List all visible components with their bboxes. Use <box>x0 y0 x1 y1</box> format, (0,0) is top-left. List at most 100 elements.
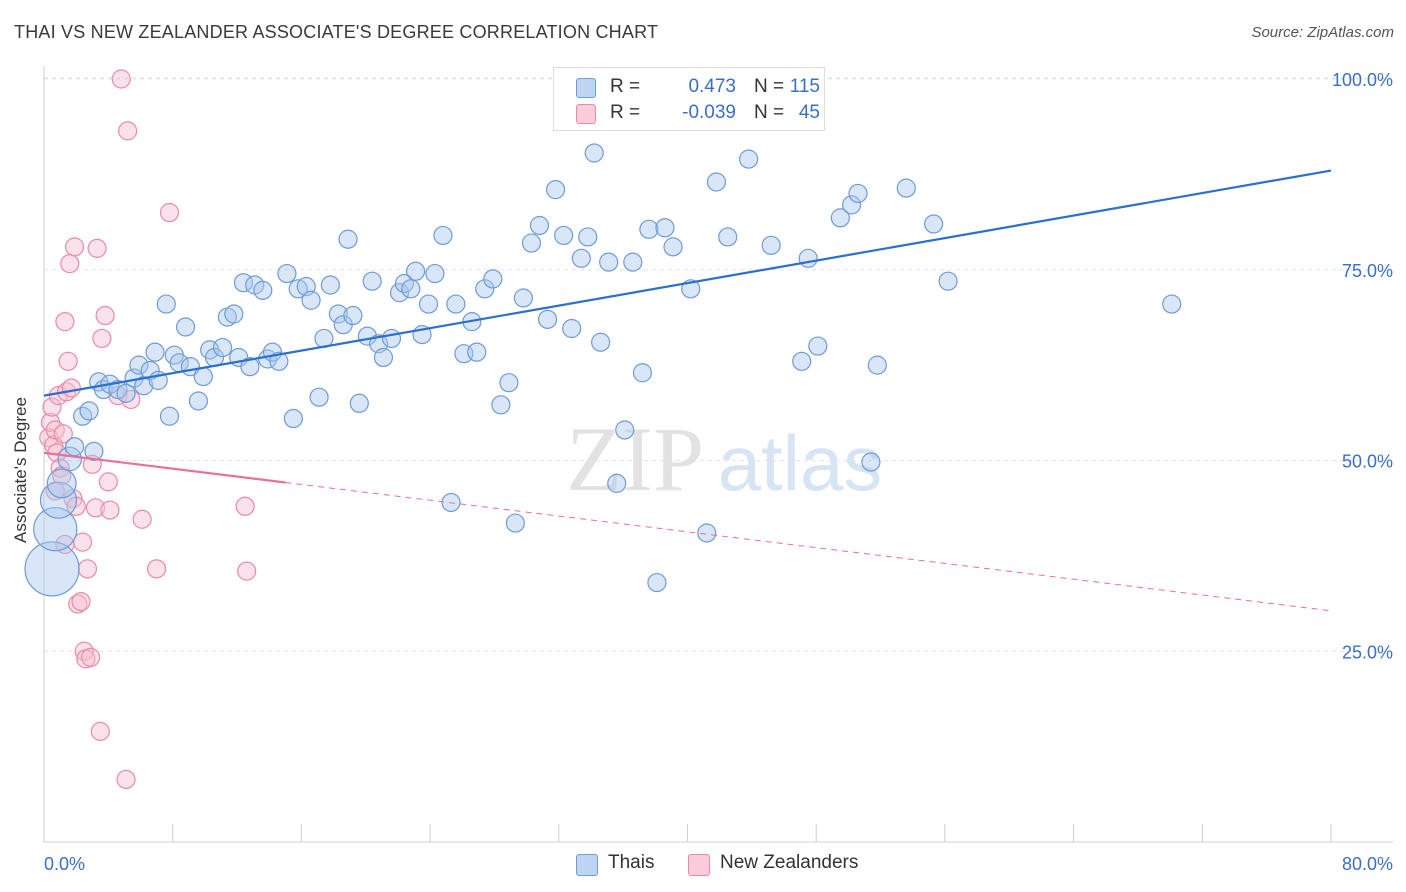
n-value: 115 <box>789 76 820 97</box>
thai-point <box>175 317 196 337</box>
thais-points <box>24 143 1182 597</box>
thai-point <box>798 248 818 268</box>
nz-point <box>53 424 73 444</box>
nz-point <box>92 328 112 349</box>
n-label: N = <box>754 76 785 97</box>
nz-point <box>118 121 138 141</box>
thai-point <box>896 178 916 198</box>
thai-point <box>224 304 244 324</box>
thai-point <box>639 219 659 239</box>
legend-swatch-blue <box>576 78 596 98</box>
legend-label: Thais <box>608 852 655 873</box>
nz-point <box>90 721 110 741</box>
thai-point <box>381 328 402 349</box>
thai-point <box>433 225 453 246</box>
r-label: R = <box>610 102 641 123</box>
nz-point <box>111 69 131 89</box>
thai-point <box>406 261 426 281</box>
thai-point <box>349 393 369 413</box>
thai-point <box>623 252 643 272</box>
thai-point <box>867 355 887 375</box>
thai-point <box>84 441 104 461</box>
thai-point <box>841 195 862 215</box>
thai-point <box>362 271 382 291</box>
thai-point <box>830 208 850 228</box>
x-tick-label-max: 80.0% <box>1342 854 1393 874</box>
thai-point <box>545 180 566 200</box>
thai-point <box>24 541 80 597</box>
thai-point <box>145 342 165 362</box>
thai-point <box>212 337 233 358</box>
new-zealanders-points <box>39 69 257 790</box>
nz-point <box>68 594 88 614</box>
thai-point <box>389 283 410 303</box>
nz-trend-line-solid <box>43 451 286 484</box>
thai-point <box>706 172 727 192</box>
thai-point <box>578 227 598 247</box>
thai-point <box>188 391 209 411</box>
thai-point <box>861 452 881 472</box>
thai-point <box>718 227 738 247</box>
thai-point <box>1162 294 1182 314</box>
thai-point <box>697 523 717 543</box>
nz-point <box>159 202 180 223</box>
nz-point <box>71 592 91 612</box>
nz-point <box>132 509 152 529</box>
thai-point <box>338 229 358 249</box>
thai-point <box>328 304 349 324</box>
thai-point <box>554 225 574 246</box>
thai-point <box>584 143 604 163</box>
nz-point <box>77 559 98 579</box>
thai-point <box>591 332 611 352</box>
thai-point <box>599 252 619 272</box>
thai-point <box>418 294 439 314</box>
nz-point <box>237 561 257 581</box>
nz-point <box>95 305 115 326</box>
thai-point <box>521 233 542 253</box>
thai-point <box>655 218 675 238</box>
thai-point <box>571 248 591 268</box>
y-axis-label-box: Associate's Degree <box>6 300 36 640</box>
thai-point <box>283 408 303 429</box>
legend-label: New Zealanders <box>720 852 859 873</box>
y-tick-label: 100.0% <box>1332 70 1393 90</box>
r-label: R = <box>610 76 641 97</box>
thai-point <box>808 336 828 356</box>
thai-point <box>537 309 558 329</box>
r-value: 0.473 <box>688 76 736 97</box>
thai-point <box>159 406 180 426</box>
thai-point <box>33 506 78 552</box>
thai-point <box>848 183 868 204</box>
thai-point <box>739 149 759 169</box>
thai-point <box>277 263 297 284</box>
nz-point <box>64 237 85 257</box>
nz-point <box>42 397 62 417</box>
watermark: ZIP atlas <box>566 408 882 510</box>
n-label: N = <box>754 102 785 123</box>
nz-point <box>58 351 78 371</box>
tick-labels: 25.0% 50.0% 75.0% 100.0% 0.0% 80.0% <box>44 70 1393 874</box>
thai-point <box>156 294 176 314</box>
watermark-atlas: atlas <box>718 419 883 507</box>
thai-point <box>483 269 503 289</box>
nz-point <box>85 498 106 518</box>
legend-swatch-blue <box>576 854 598 876</box>
thai-point <box>499 373 519 393</box>
thai-point <box>467 342 487 362</box>
thai-point <box>79 401 99 421</box>
thai-point <box>505 513 525 533</box>
thai-point <box>425 263 445 284</box>
nz-point <box>116 769 136 790</box>
n-value: 45 <box>798 102 820 123</box>
y-axis-label: Associate's Degree <box>11 397 30 543</box>
thai-point <box>938 271 958 291</box>
axes <box>43 66 1393 843</box>
r-value: -0.039 <box>682 102 736 123</box>
thai-point <box>116 383 136 403</box>
series-legend: Thais New Zealanders <box>0 852 1406 878</box>
trend-lines <box>43 169 1332 612</box>
thai-point <box>140 360 160 381</box>
thai-point <box>288 279 308 299</box>
thai-point <box>513 288 534 308</box>
